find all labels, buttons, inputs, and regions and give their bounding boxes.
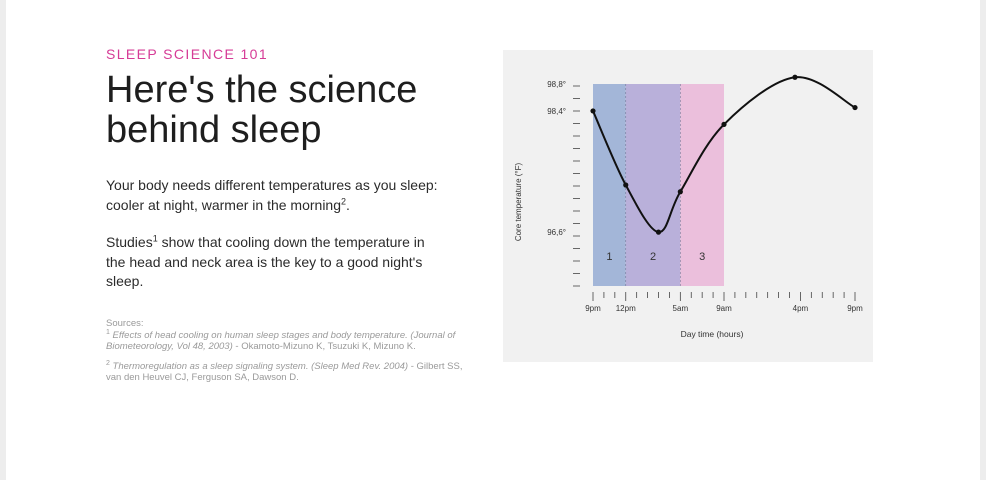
x-axis: 9pm 12pm 5am 9am 4pm 9pm [585, 292, 863, 313]
source-citation: Thermoregulation as a sleep signaling sy… [112, 360, 409, 372]
sleep-stage-bands: 1 2 3 [593, 84, 724, 286]
x-tick-label: 9am [716, 304, 732, 313]
data-point [623, 182, 629, 188]
source-item-1: 1 Effects of head cooling on human sleep… [106, 328, 476, 353]
source-authors: - Okamoto-Mizuno K, Tsuzuki K, Mizuno K. [232, 341, 416, 352]
y-tick-label: 98,4° [547, 107, 566, 116]
sources-heading: Sources: [106, 318, 144, 329]
stage-band-1 [593, 84, 626, 286]
chart-svg: 1 2 3 98,8° 98,4° 96,6° 9pm 12pm 5am 9am 4pm 9pm … [514, 74, 863, 339]
stage-label-1: 1 [606, 251, 612, 263]
sources-block: Sources: 1 Effects of head cooling on hu… [106, 318, 476, 384]
page-edge-left [0, 0, 6, 480]
source-number: 2 [106, 359, 110, 367]
source-number: 1 [106, 328, 110, 336]
paragraph-start: Studies [106, 234, 153, 250]
temperature-chart: 1 2 3 98,8° 98,4° 96,6° 9pm 12pm 5am 9am 4pm 9pm … [503, 50, 873, 362]
stage-label-3: 3 [699, 251, 705, 263]
x-tick-label: 9pm [585, 304, 601, 313]
data-point [677, 189, 683, 195]
y-axis: 98,8° 98,4° 96,6° [547, 80, 580, 287]
stage-band-2 [625, 84, 681, 286]
y-tick-label: 98,8° [547, 80, 566, 89]
x-tick-label: 9pm [847, 304, 863, 313]
body-paragraph-temperatures: Your body needs different temperatures a… [106, 176, 446, 215]
source-authors: - Gilbert SS, van den Heuvel CJ, Ferguso… [106, 360, 463, 384]
x-tick-label: 4pm [793, 304, 809, 313]
stage-label-2: 2 [650, 251, 656, 263]
source-citation: Effects of head cooling on human sleep s… [106, 329, 456, 353]
footnote-ref-2: 2 [341, 195, 347, 206]
temperature-series [590, 74, 858, 235]
data-point [721, 121, 727, 127]
data-point [655, 229, 662, 235]
data-point [852, 104, 858, 111]
page-title: Here's the science behind sleep [106, 69, 418, 151]
paragraph-end: . [346, 196, 350, 213]
x-axis-title: Day time (hours) [681, 329, 744, 339]
paragraph-text: show that cooling down the temperature i… [106, 234, 425, 289]
data-point [792, 74, 798, 80]
source-item-2: 2 Thermoregulation as a sleep signaling … [106, 359, 476, 384]
stage-band-3 [680, 84, 724, 286]
y-axis-title: Core temperature (°F) [514, 163, 523, 242]
data-point [590, 108, 596, 114]
footnote-ref-1: 1 [152, 233, 158, 244]
y-tick-label: 96,6° [547, 228, 566, 237]
body-paragraph-studies: Studies1 show that cooling down the temp… [106, 233, 446, 292]
paragraph-text: Your body needs different temperatures a… [106, 177, 438, 213]
section-kicker: SLEEP SCIENCE 101 [106, 46, 269, 62]
page-edge-right [980, 0, 986, 480]
x-tick-label: 5am [673, 304, 689, 313]
x-tick-label: 12pm [616, 304, 636, 313]
